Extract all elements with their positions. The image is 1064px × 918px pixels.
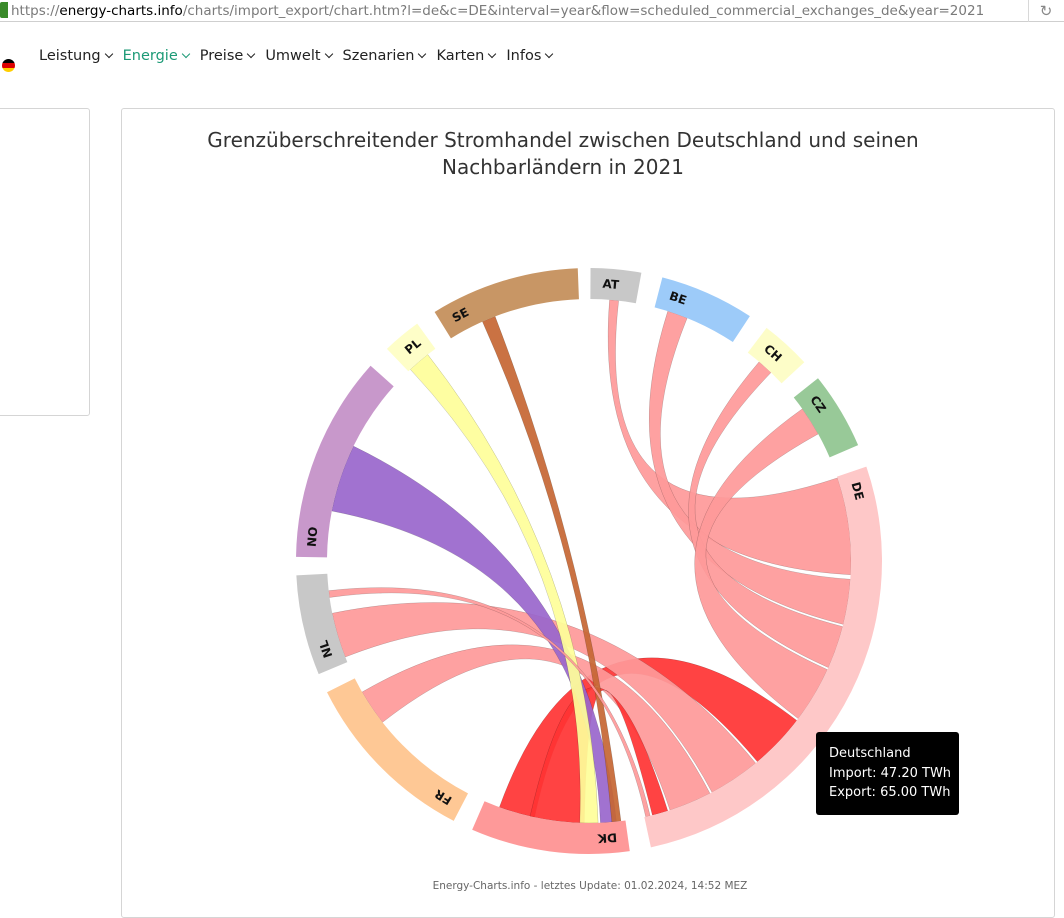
tooltip: Deutschland Import: 47.20 TWh Export: 65… [816,732,959,815]
arc-label-be: BE [668,289,689,308]
nav-item-label: Umwelt [265,48,321,64]
ribbon-cz-de[interactable] [694,408,828,720]
nav-item-preise[interactable]: Preise [199,48,256,64]
ribbon-at-de[interactable] [607,299,852,575]
main-navigation: Leistung Energie Preise Umwelt Szenarien Kart… [0,40,1064,76]
arc-nl[interactable] [296,573,348,675]
arc-at[interactable] [590,268,642,304]
tooltip-export: Export: 65.00 TWh [829,785,951,800]
nav-item-umwelt[interactable]: Umwelt [265,48,333,64]
ribbon-se-dk[interactable] [482,316,622,823]
arc-label-de: DE [848,480,866,501]
nav-menu: Leistung Energie Preise Umwelt Szenarien Kart… [39,48,563,64]
ribbons [328,299,852,824]
side-panel [0,108,90,416]
ribbon-nl-de[interactable] [331,602,757,793]
arc-se[interactable] [434,268,579,339]
nav-item-karten[interactable]: Karten [436,48,497,64]
tooltip-import: Import: 47.20 TWh [829,765,952,781]
nav-item-label: Preise [199,48,244,64]
arc-be[interactable] [654,277,750,343]
arc-dk[interactable] [472,801,630,854]
arc-cz[interactable] [793,378,859,458]
nav-item-label: Infos [506,48,542,64]
nav-item-infos[interactable]: Infos [506,48,554,64]
arc-label-nl: NL [316,638,335,660]
ribbon-ch-de[interactable] [688,361,843,668]
address-bar[interactable]: https://energy-charts.info/charts/import… [0,0,1064,22]
nav-item-label: Energie [122,48,178,64]
arc-fr[interactable] [327,678,469,821]
tooltip-country: Deutschland [829,746,911,761]
arc-label-dk: DK [597,830,618,845]
arc-label-se: SE [450,305,471,325]
nav-item-leistung[interactable]: Leistung [39,48,113,64]
german-flag-icon[interactable] [2,59,15,72]
arc-pl[interactable] [386,323,436,372]
arc-label-at: AT [602,277,620,292]
nav-item-label: Leistung [39,48,101,64]
nav-item-label: Szenarien [342,48,415,64]
nav-item-energie[interactable]: Energie [122,48,190,64]
country-arcs [296,268,882,854]
nav-item-szenarien[interactable]: Szenarien [342,48,427,64]
chart-title: Grenzüberschreitender Stromhandel zwisch… [207,128,919,179]
arc-label-no: NO [305,526,321,547]
arc-ch[interactable] [747,327,805,384]
arc-no[interactable] [296,365,394,558]
nav-item-label: Karten [436,48,485,64]
chart-credits: Energy-Charts.info - letztes Update: 01.… [432,880,748,892]
arc-de[interactable] [644,466,882,848]
reload-icon[interactable]: ↻ [1039,2,1053,20]
lock-icon [0,2,8,18]
url-text[interactable]: https://energy-charts.info/charts/import… [11,3,985,19]
address-bar-divider [1028,0,1029,22]
